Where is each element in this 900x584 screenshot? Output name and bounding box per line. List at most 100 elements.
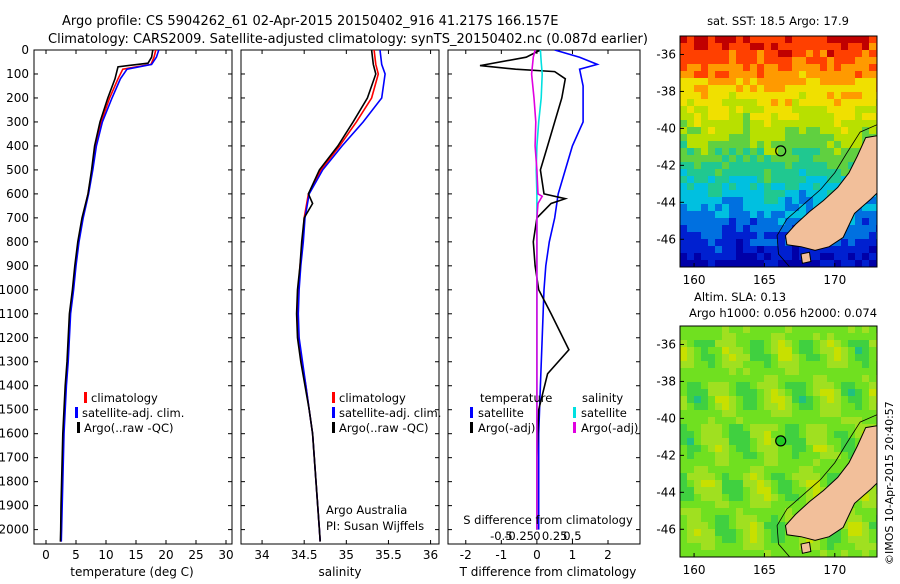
map-cell bbox=[701, 473, 709, 481]
map-cell bbox=[715, 354, 723, 362]
map-cell bbox=[680, 340, 688, 348]
map-cell bbox=[750, 127, 758, 135]
map-cell bbox=[729, 536, 737, 544]
map-cell bbox=[778, 396, 786, 404]
map-cell bbox=[820, 368, 828, 376]
map-cell bbox=[771, 403, 779, 411]
map-cell bbox=[792, 162, 800, 170]
map-cell bbox=[743, 99, 751, 107]
map-cell bbox=[722, 333, 730, 341]
map-cell bbox=[708, 36, 716, 44]
map-cell bbox=[757, 494, 765, 502]
map-cell bbox=[743, 326, 751, 334]
map-cell bbox=[694, 445, 702, 453]
map-cell bbox=[869, 225, 877, 233]
map-cell bbox=[792, 403, 800, 411]
y-tick-label: 1100 bbox=[0, 307, 29, 321]
map-cell bbox=[855, 50, 863, 58]
map-cell bbox=[694, 253, 702, 261]
map-cell bbox=[729, 480, 737, 488]
map-cell bbox=[771, 260, 779, 267]
x-tick-label: 35 bbox=[339, 548, 354, 562]
top-tick-label: -0.5 bbox=[490, 529, 512, 543]
map-cell bbox=[848, 225, 856, 233]
map-cell bbox=[680, 431, 688, 439]
map-cell bbox=[736, 326, 744, 334]
map-cell bbox=[680, 333, 688, 341]
map-cell bbox=[694, 155, 702, 163]
map-cell bbox=[827, 57, 835, 65]
map-cell bbox=[785, 246, 793, 254]
map-cell bbox=[771, 522, 779, 530]
map-cell bbox=[708, 71, 716, 79]
map-cell bbox=[736, 260, 744, 267]
map-cell bbox=[750, 176, 758, 184]
map-cell bbox=[792, 141, 800, 149]
map-cell bbox=[862, 508, 870, 516]
map-cell bbox=[722, 340, 730, 348]
map-cell bbox=[778, 148, 786, 156]
map-cell bbox=[743, 197, 751, 205]
map-cell bbox=[687, 410, 695, 418]
map-cells bbox=[680, 326, 877, 557]
map-cell bbox=[743, 508, 751, 516]
map-cell bbox=[701, 218, 709, 226]
map-cell bbox=[820, 36, 828, 44]
map-cell bbox=[764, 253, 772, 261]
map-cell bbox=[834, 120, 842, 128]
map-cell bbox=[722, 92, 730, 100]
map-cell bbox=[757, 445, 765, 453]
map-cell bbox=[750, 375, 758, 383]
map-cell bbox=[694, 57, 702, 65]
map-cell bbox=[729, 543, 737, 551]
map-cell bbox=[813, 396, 821, 404]
map-cell bbox=[827, 85, 835, 93]
map-cell bbox=[764, 522, 772, 530]
map-cell bbox=[869, 382, 877, 390]
map-cell bbox=[785, 424, 793, 432]
map-cell bbox=[729, 452, 737, 460]
map-cell bbox=[715, 127, 723, 135]
map-cell bbox=[792, 543, 800, 551]
map-cell bbox=[813, 333, 821, 341]
map-cell bbox=[750, 522, 758, 530]
map-cell bbox=[729, 529, 737, 537]
map-cell bbox=[834, 169, 842, 177]
map-cell bbox=[757, 536, 765, 544]
map-cell bbox=[757, 550, 765, 557]
map-cell bbox=[771, 550, 779, 557]
map-cell bbox=[736, 169, 744, 177]
map-cell bbox=[806, 494, 814, 502]
map-cell bbox=[778, 260, 786, 267]
map-cell bbox=[862, 368, 870, 376]
map-cell bbox=[743, 459, 751, 467]
map-cell bbox=[827, 361, 835, 369]
map-cell bbox=[869, 494, 877, 502]
map-cell bbox=[806, 354, 814, 362]
map-cell bbox=[799, 536, 807, 544]
map-cell bbox=[771, 169, 779, 177]
map-cell bbox=[701, 162, 709, 170]
difference-xlabel: T difference from climatology bbox=[459, 565, 637, 579]
map-cell bbox=[736, 361, 744, 369]
y-tick-label: 100 bbox=[6, 67, 29, 81]
pi-label: PI: Susan Wijffels bbox=[326, 519, 424, 533]
map-y-tick-label: -36 bbox=[656, 47, 676, 61]
map-cell bbox=[722, 169, 730, 177]
map-cell bbox=[687, 522, 695, 530]
map-cell bbox=[792, 494, 800, 502]
map-cell bbox=[792, 417, 800, 425]
map-cell bbox=[708, 550, 716, 557]
map-cell bbox=[680, 183, 688, 191]
map-cell bbox=[750, 239, 758, 247]
map-cell bbox=[771, 494, 779, 502]
map-cell bbox=[841, 452, 849, 460]
map-cell bbox=[736, 354, 744, 362]
map-cell bbox=[750, 197, 758, 205]
map-cell bbox=[785, 396, 793, 404]
map-cell bbox=[771, 134, 779, 142]
map-cell bbox=[701, 396, 709, 404]
map-cell bbox=[736, 452, 744, 460]
map-cell bbox=[806, 396, 814, 404]
y-tick-label: 1300 bbox=[0, 355, 29, 369]
